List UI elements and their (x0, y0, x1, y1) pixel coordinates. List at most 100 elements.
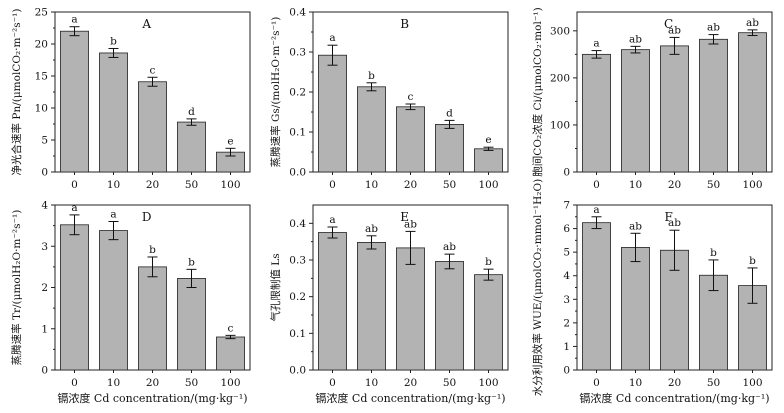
panel-a-ytick-label: 25 (35, 7, 48, 19)
panel-b-ytick-label: 0.3 (289, 47, 306, 59)
panel-d-significance-label: a (110, 209, 116, 221)
panel-e-significance-label: ab (404, 218, 417, 230)
panel-a-xtick-label: 10 (107, 179, 120, 191)
panel-e-ytick-label: 0.3 (289, 255, 306, 267)
panel-d-ylabel: 蒸腾速率 Tr/(μmolH₂O·m⁻²s⁻¹) (10, 210, 23, 366)
panel-f-significance-label: a (593, 204, 599, 216)
panel-d-significance-label: c (228, 322, 234, 334)
panel-d-letter: D (142, 210, 152, 224)
panel-a-xtick-label: 0 (71, 179, 78, 191)
panel-c-xtick-label: 0 (593, 179, 600, 191)
panel-e-xtick-label: 0 (329, 377, 336, 389)
panel-f-ytick-label: 2 (563, 317, 570, 329)
panel-c-significance-label: ab (746, 17, 759, 29)
panel-c-ytick-label: 0 (563, 167, 570, 179)
panel-c-ylabel: 胞间CO₂浓度 Ci/(μmolCO₂·mol⁻¹) (531, 7, 544, 176)
panel-e-xlabel: 镉浓度 Cd concentration/(mg·kg⁻¹) (315, 391, 505, 405)
panel-c-ytick-label: 200 (550, 72, 570, 84)
panel-a-bar (99, 52, 128, 173)
panel-b-bar (357, 86, 386, 173)
panel-c-significance-label: ab (707, 22, 720, 34)
panel-e-ytick-label: 0.4 (289, 218, 306, 230)
panel-f-ylabel: 水分利用效率 WUE/(μmolCO₂·mmol⁻¹H₂O) (531, 179, 544, 396)
panel-e-significance-label: ab (365, 223, 378, 235)
panel-c-ytick-label: 300 (550, 25, 570, 37)
panel-f-ytick-label: 4 (563, 270, 570, 282)
panel-a-xtick-label: 100 (220, 179, 240, 191)
panel-d-bar (60, 224, 89, 371)
panel-c-xtick-label: 100 (742, 179, 762, 191)
panel-e-bar (435, 261, 464, 371)
panel-c-bar (582, 53, 611, 173)
panel-b-bar (396, 106, 425, 173)
panel-c-letter: C (664, 17, 673, 31)
panel-a-significance-label: a (71, 14, 77, 26)
panel-d-xtick-label: 10 (107, 377, 120, 389)
panel-d-bar (216, 336, 245, 371)
panel-e-bar (396, 247, 425, 371)
panel-c-xtick-label: 20 (668, 179, 681, 191)
panel-a-significance-label: b (110, 35, 117, 47)
panel-d-xtick-label: 100 (220, 377, 240, 389)
panel-d-xtick-label: 50 (185, 377, 198, 389)
panel-d-xtick-label: 20 (146, 377, 159, 389)
panel-a-ytick-label: 0 (41, 167, 48, 179)
panel-b-significance-label: e (485, 134, 491, 146)
panel-f-significance-label: ab (668, 217, 681, 229)
panel-e-xtick-label: 10 (365, 377, 378, 389)
panel-d-ytick-label: 2 (41, 282, 48, 294)
panel-d-bar (99, 230, 128, 371)
panel-d-ytick-label: 0 (41, 365, 48, 377)
panel-d-bar (177, 278, 206, 371)
panel-b-significance-label: c (408, 91, 414, 103)
panel-b-ytick-label: 0.1 (289, 127, 306, 139)
panel-b-bar (474, 148, 503, 173)
panel-b-xtick-label: 10 (365, 179, 378, 191)
panel-e-ytick-label: 0.0 (289, 365, 306, 377)
panel-b-ytick-label: 0.0 (289, 167, 306, 179)
panel-f-significance-label: b (710, 247, 717, 259)
panel-a-ytick-label: 5 (41, 135, 48, 147)
panel-f-ytick-label: 6 (563, 223, 570, 235)
panel-b-bar (318, 54, 347, 173)
panel-d-ytick-label: 3 (41, 241, 48, 253)
panel-c-xtick-label: 50 (707, 179, 720, 191)
panel-b-xtick-label: 50 (443, 179, 456, 191)
panel-e-bar (474, 274, 503, 371)
panel-a-xtick-label: 20 (146, 179, 159, 191)
panel-d-significance-label: b (188, 256, 195, 268)
panel-f-letter: F (664, 210, 672, 224)
panel-b-bar (435, 124, 464, 173)
panel-f-significance-label: b (749, 255, 756, 267)
panel-a-significance-label: e (227, 135, 233, 147)
panel-f-bar (582, 222, 611, 371)
panel-d-significance-label: a (71, 202, 77, 214)
panel-e-ytick-label: 0.1 (289, 328, 306, 340)
panel-f-xlabel: 镉浓度 Cd concentration/(mg·kg⁻¹) (579, 391, 769, 405)
panel-a-letter: A (141, 17, 151, 31)
panel-f-ytick-label: 5 (563, 247, 570, 259)
panel-c-bar (738, 32, 767, 173)
panel-b-significance-label: a (329, 32, 335, 44)
panel-e-bar (357, 241, 386, 371)
panel-c-bar (621, 49, 650, 173)
panel-d-significance-label: b (149, 244, 156, 256)
panel-c-ytick-label: 100 (550, 119, 570, 131)
panel-c-xtick-label: 10 (629, 179, 642, 191)
panel-f-xtick-label: 10 (629, 377, 642, 389)
panel-f-xtick-label: 0 (593, 377, 600, 389)
panel-c-significance-label: a (593, 38, 599, 50)
panel-f-xtick-label: 50 (707, 377, 720, 389)
panel-b-significance-label: b (368, 70, 375, 82)
panel-b-ylabel: 蒸腾速率 Gs/(molH₂O·m⁻²s⁻¹) (269, 17, 282, 168)
panel-a-ylabel: 净光合速率 Pn/(μmolCO₂·m⁻²s⁻¹) (10, 9, 23, 176)
panel-a-ytick-label: 10 (35, 103, 48, 115)
panel-b-letter: B (400, 17, 409, 31)
panel-b-xtick-label: 20 (404, 179, 417, 191)
panel-d-xlabel: 镉浓度 Cd concentration/(mg·kg⁻¹) (57, 391, 247, 405)
panel-e-ytick-label: 0.2 (289, 291, 306, 303)
panel-e-xtick-label: 50 (443, 377, 456, 389)
panel-e-significance-label: a (329, 214, 335, 226)
